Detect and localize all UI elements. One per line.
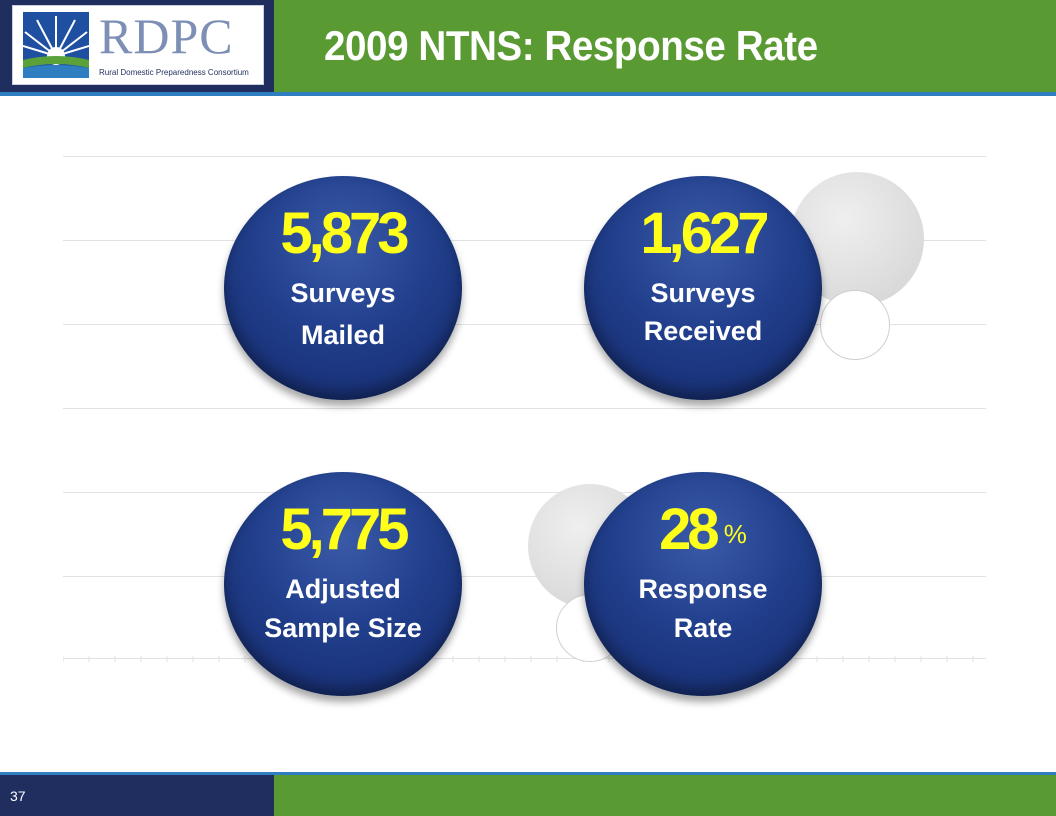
stat-response-rate: 28% Response Rate (584, 472, 822, 696)
footer-right-panel (274, 775, 1056, 816)
stat-label-line1: Adjusted (285, 574, 401, 604)
footer-left-panel (0, 775, 274, 816)
grid-line (63, 240, 986, 241)
title-bar: 2009 NTNS: Response Rate (274, 0, 1056, 92)
tick-row (63, 656, 974, 662)
grid-line (63, 576, 986, 577)
logo-subtitle: Rural Domestic Preparedness Consortium (99, 68, 249, 77)
rdpc-logo: RDPC Rural Domestic Preparedness Consort… (12, 5, 264, 85)
grid-line (63, 156, 986, 157)
stat-value: 5,775 (280, 497, 409, 562)
footer-divider (0, 772, 1056, 775)
logo-panel: RDPC Rural Domestic Preparedness Consort… (0, 0, 274, 92)
logo-wordmark: RDPC (99, 8, 234, 64)
page-number: 37 (10, 788, 26, 804)
sunburst-logo-icon (23, 12, 89, 78)
stat-label-line2: Received (643, 316, 763, 346)
percent-sign: % (723, 519, 747, 549)
stat-label-line1: Surveys (290, 278, 396, 308)
stat-surveys-received: 1,627 Surveys Received (584, 176, 822, 400)
slide-header: RDPC Rural Domestic Preparedness Consort… (0, 0, 1056, 92)
stat-value: 1,627 (640, 201, 769, 266)
stat-adjusted-sample-size: 5,775 Adjusted Sample Size (224, 472, 462, 696)
stat-label-line2: Mailed (300, 320, 386, 350)
stat-label-line2: Rate (673, 613, 733, 643)
header-divider (0, 92, 1056, 96)
stat-value: 28 (659, 497, 719, 562)
grid-line (63, 408, 986, 409)
stat-label-line2: Sample Size (264, 613, 422, 643)
grid-line (63, 324, 986, 325)
stat-label-line1: Response (638, 574, 768, 604)
stat-surveys-mailed: 5,873 Surveys Mailed (224, 176, 462, 400)
slide-title: 2009 NTNS: Response Rate (324, 22, 818, 69)
grid-line (63, 658, 986, 659)
decorative-ring (820, 290, 890, 360)
stat-label-line1: Surveys (650, 278, 756, 308)
grid-line (63, 492, 986, 493)
stat-value-row: 28% (584, 498, 822, 562)
stat-value: 5,873 (280, 201, 409, 266)
